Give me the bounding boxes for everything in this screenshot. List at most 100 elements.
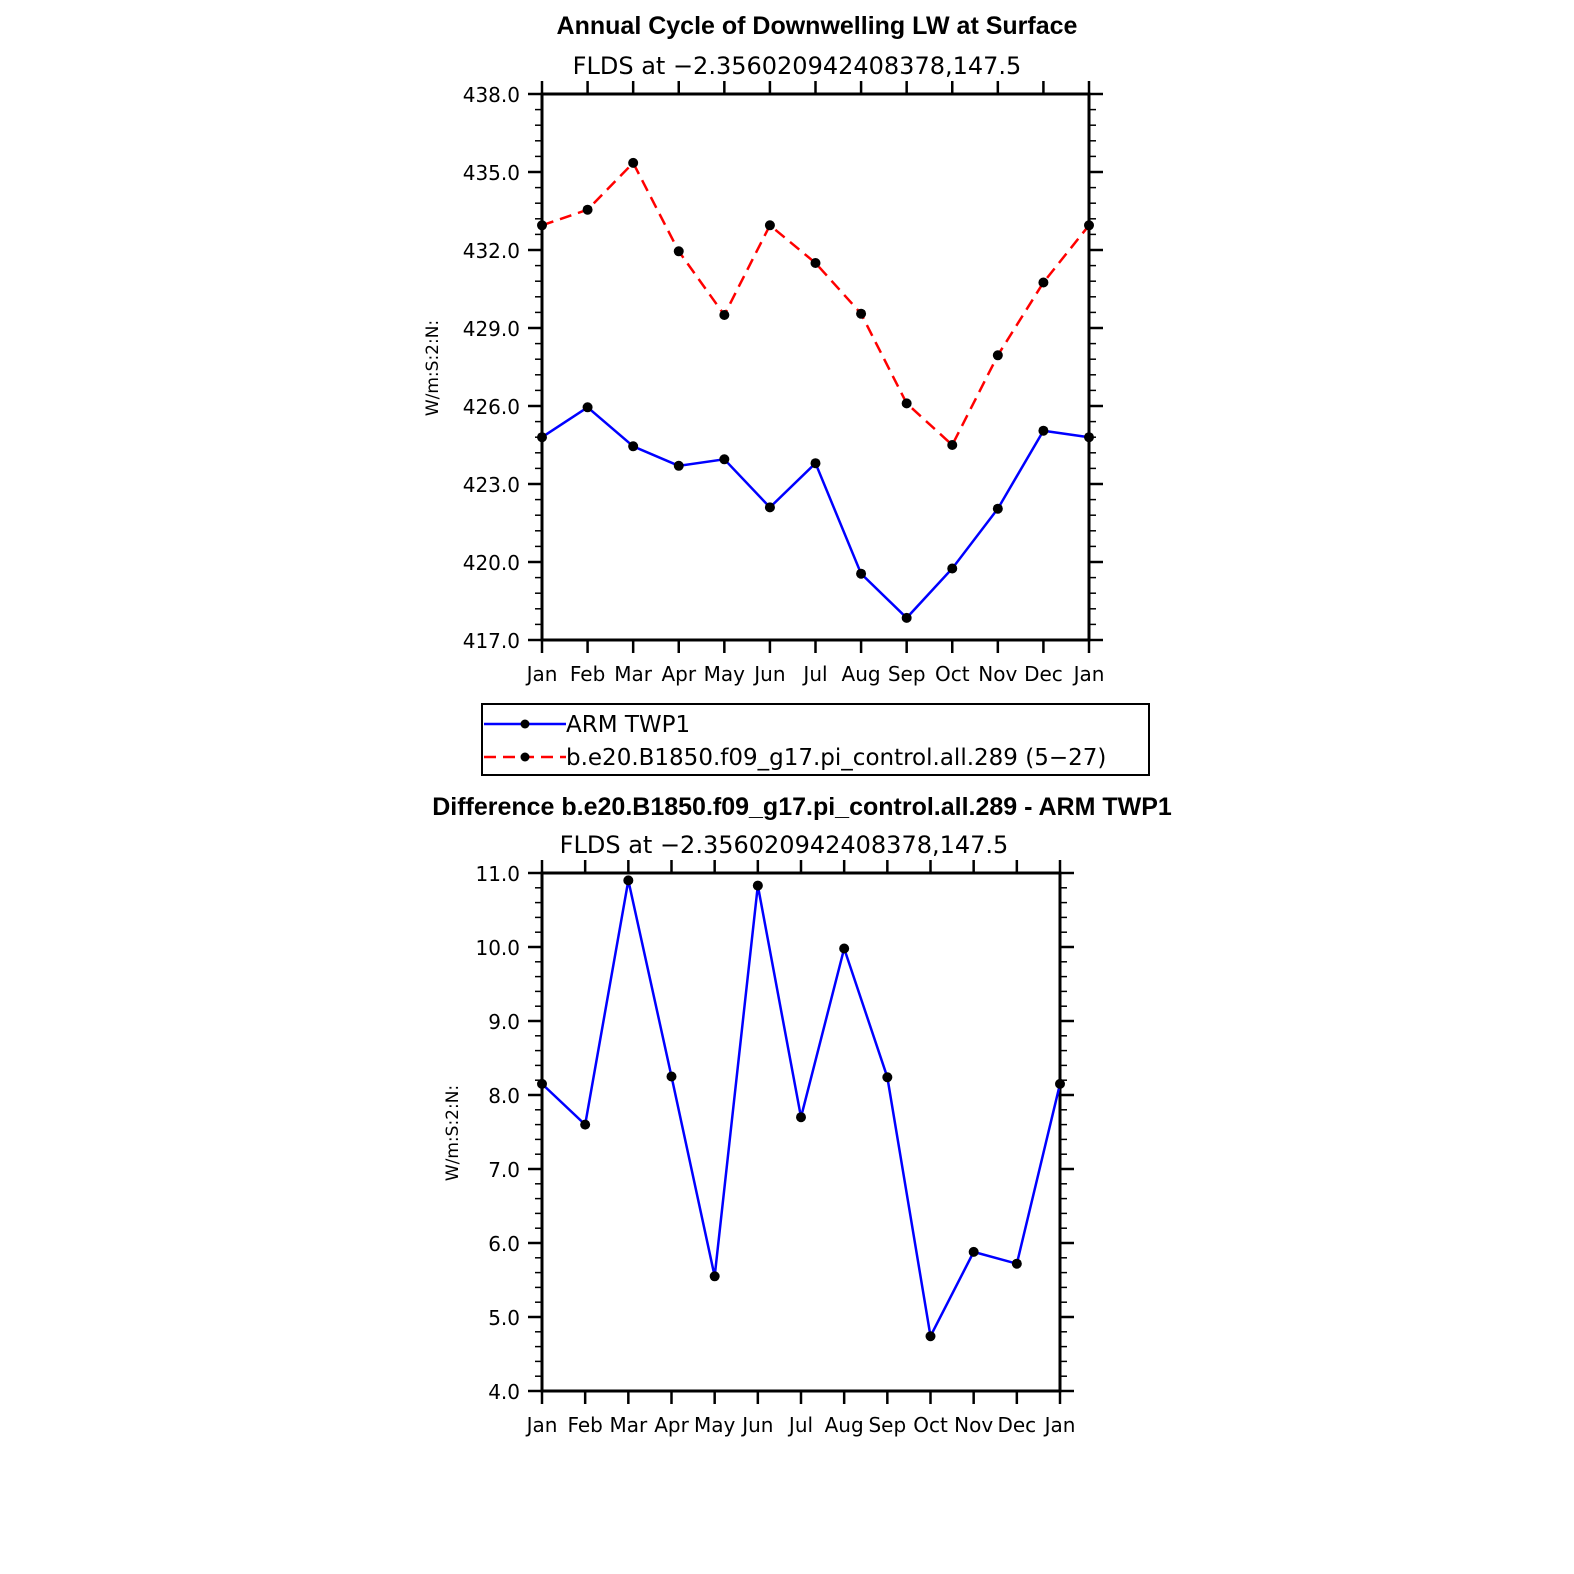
chart2-y-tick-label: 4.0	[488, 1380, 520, 1404]
legend-model-label: b.e20.B1850.f09_g17.pi_control.all.289 (…	[566, 745, 1106, 771]
chart2-y-tick-label: 8.0	[488, 1084, 520, 1108]
chart1-series-0-point	[810, 458, 821, 469]
chart2-series-0-point	[1011, 1258, 1022, 1269]
legend-model-marker	[520, 752, 530, 762]
annual-cycle-chart: Annual Cycle of Downwelling LW at Surfac…	[423, 12, 1104, 686]
chart1-subtitle: FLDS at −2.356020942408378,147.5	[573, 52, 1022, 80]
chart1-x-tick-label: Aug	[842, 662, 881, 686]
chart1-y-tick-label: 426.0	[463, 395, 520, 419]
difference-chart: Difference b.e20.B1850.f09_g17.pi_contro…	[432, 793, 1172, 1437]
chart1-series-1-point	[764, 220, 775, 231]
chart2-series-0-point	[968, 1246, 979, 1257]
chart2-x-tick-label: Aug	[825, 1413, 864, 1437]
chart2-x-tick-label: Feb	[567, 1413, 602, 1437]
chart1-y-tick-label: 429.0	[463, 317, 520, 341]
chart1-x-tick-label: Oct	[935, 662, 970, 686]
chart2-title: Difference b.e20.B1850.f09_g17.pi_contro…	[432, 793, 1172, 821]
chart2-subtitle: FLDS at −2.356020942408378,147.5	[560, 831, 1009, 859]
chart2-x-tick-label: Nov	[954, 1413, 993, 1437]
legend-arm-label: ARM TWP1	[566, 712, 690, 738]
chart1-series	[537, 157, 1094, 623]
chart1-series-0-point	[901, 612, 912, 623]
chart2-series-0-point	[709, 1271, 720, 1282]
chart2-series-line-0	[541, 880, 1062, 1341]
chart2-axes: Jan Feb Mar Apr May Jun Jul Aug Sep Oct Nov Dec Jan4…	[475, 860, 1075, 1437]
chart2-y-tick-label: 11.0	[475, 862, 520, 886]
chart2-x-tick-label: Sep	[868, 1413, 906, 1437]
chart1-series-1-point	[947, 440, 958, 450]
legend-arm-marker	[520, 719, 530, 729]
chart2-series-0-point	[796, 1112, 806, 1123]
chart1-x-tick-label: Jun	[752, 662, 785, 686]
chart1-series-1-point	[673, 246, 684, 257]
chart2-series-0-point	[666, 1071, 677, 1082]
chart2-x-tick-label: Jan	[1043, 1413, 1076, 1437]
chart1-series-line-1	[541, 160, 1090, 448]
chart1-y-tick-label: 432.0	[463, 239, 520, 263]
chart2-series-0-point	[925, 1331, 936, 1342]
chart1-series-1-point	[901, 398, 912, 409]
chart1-series-0-point	[673, 460, 684, 471]
chart2-y-tick-label: 9.0	[488, 1010, 520, 1034]
chart2-series	[537, 875, 1065, 1342]
chart1-x-tick-label: Feb	[570, 662, 605, 686]
chart2-y-tick-label: 6.0	[488, 1232, 520, 1256]
chart1-series-0-point	[856, 568, 867, 579]
chart1-series-1-point	[537, 220, 547, 231]
chart1-plot-frame	[540, 92, 1091, 642]
chart1-y-tick-label: 417.0	[463, 629, 520, 653]
chart1-series-0-point	[628, 441, 639, 452]
chart1-series-0-point	[764, 502, 775, 513]
chart1-x-tick-label: Jan	[525, 662, 558, 686]
chart2-x-tick-label: Apr	[654, 1413, 689, 1437]
chart2-y-tick-label: 10.0	[475, 936, 520, 960]
chart1-series-0-point	[582, 402, 593, 413]
chart1-ylabel: W/m:S:2:N:	[423, 320, 443, 416]
chart2-x-tick-label: Jan	[525, 1413, 558, 1437]
chart2-series-0-point	[839, 943, 850, 954]
chart2-series-0-point	[882, 1072, 893, 1083]
chart1-y-tick-label: 438.0	[463, 83, 520, 107]
chart1-axes: Jan Feb Mar Apr May Jun Jul Aug Sep Oct Nov Dec Jan4…	[463, 81, 1105, 686]
chart2-y-tick-label: 5.0	[488, 1306, 520, 1330]
chart1-series-0-point	[537, 432, 547, 443]
chart1-series-1-point	[1038, 277, 1049, 288]
chart1-series-1-point	[856, 308, 867, 319]
chart2-series-0-point	[752, 880, 763, 891]
chart2-x-tick-label: Dec	[997, 1413, 1036, 1437]
chart2-ylabel: W/m:S:2:N:	[443, 1085, 463, 1181]
chart2-x-tick-label: Jun	[740, 1413, 773, 1437]
chart1-x-tick-label: Jan	[1072, 662, 1105, 686]
chart1-series-1-point	[810, 258, 821, 268]
chart1-series-1-point	[992, 350, 1003, 361]
chart1-x-tick-label: Nov	[978, 662, 1017, 686]
legend-box	[481, 703, 1150, 776]
chart1-series-1-point	[719, 310, 730, 320]
chart1-series-1-point	[628, 157, 639, 168]
chart1-x-tick-label: Sep	[888, 662, 926, 686]
chart1-series-0-point	[947, 563, 958, 574]
chart2-series-0-point	[623, 875, 634, 886]
chart1-series-0-point	[992, 503, 1003, 514]
chart2-series-0-point	[537, 1078, 547, 1089]
chart1-series-1-point	[1084, 220, 1094, 231]
chart2-series-0-point	[580, 1119, 591, 1130]
chart1-x-tick-label: Mar	[614, 662, 653, 686]
chart2-series-0-point	[1055, 1078, 1065, 1089]
chart1-series-1-point	[582, 204, 593, 215]
chart2-x-tick-label: May	[694, 1413, 736, 1437]
chart1-y-tick-label: 435.0	[463, 161, 520, 185]
chart1-series-0-point	[1038, 425, 1049, 436]
chart1-series-0-point	[1084, 432, 1094, 443]
chart2-x-tick-label: Mar	[609, 1413, 648, 1437]
chart1-series-line-0	[541, 405, 1090, 620]
chart2-x-tick-label: Oct	[913, 1413, 948, 1437]
chart1-series-0-point	[719, 454, 730, 465]
chart2-plot-frame	[540, 871, 1062, 1393]
chart2-x-tick-label: Jul	[787, 1413, 813, 1437]
chart1-x-tick-label: Apr	[661, 662, 696, 686]
chart1-x-tick-label: May	[704, 662, 746, 686]
chart1-legend: ARM TWP1 b.e20.B1850.f09_g17.pi_control.…	[481, 703, 1150, 776]
chart2-y-tick-label: 7.0	[488, 1158, 520, 1182]
chart1-x-tick-label: Jul	[801, 662, 827, 686]
